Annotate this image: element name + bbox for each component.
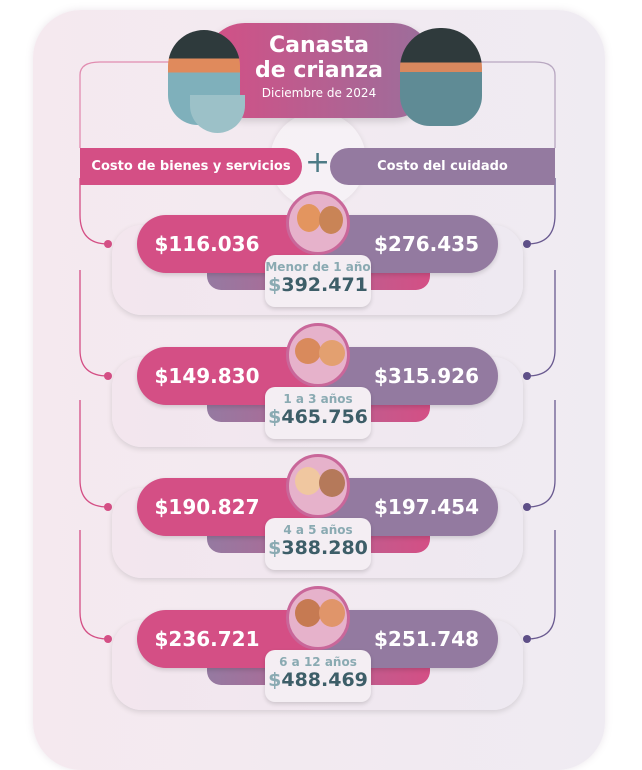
total-box: Menor de 1 año $392.471 (265, 255, 371, 307)
total-value: $465.756 (268, 406, 368, 428)
kids-avatar (286, 586, 350, 650)
subtitle: Diciembre de 2024 (261, 86, 377, 100)
total-value: $388.280 (268, 537, 368, 559)
father-with-baby-illustration (400, 28, 482, 126)
baby-avatar (286, 191, 350, 255)
total-value: $392.471 (268, 274, 368, 296)
child-avatar (286, 454, 350, 518)
age-label: 1 a 3 años (283, 392, 353, 406)
toddler-avatar (286, 323, 350, 387)
title-line-2: de crianza (255, 58, 383, 83)
connector-lines (79, 61, 556, 643)
row-under-1: $116.036 $276.435 Menor de 1 año $392.471 (0, 191, 642, 325)
plus-icon: + (305, 145, 331, 180)
title-line-1: Canasta (269, 33, 369, 58)
age-label: 4 a 5 años (283, 523, 353, 537)
total-box: 6 a 12 años $488.469 (265, 650, 371, 702)
total-box: 4 a 5 años $388.280 (265, 518, 371, 570)
row-4-5: $190.827 $197.454 4 a 5 años $388.280 (0, 454, 642, 588)
row-1-3: $149.830 $315.926 1 a 3 años $465.756 (0, 323, 642, 457)
row-6-12: $236.721 $251.748 6 a 12 años $488.469 (0, 586, 642, 720)
age-label: 6 a 12 años (279, 655, 357, 669)
total-value: $488.469 (268, 669, 368, 691)
total-box: 1 a 3 años $465.756 (265, 387, 371, 439)
goods-services-cost-label: Costo de bienes y servicios (80, 148, 302, 185)
age-label: Menor de 1 año (265, 260, 371, 274)
care-cost-label: Costo del cuidado (330, 148, 555, 185)
